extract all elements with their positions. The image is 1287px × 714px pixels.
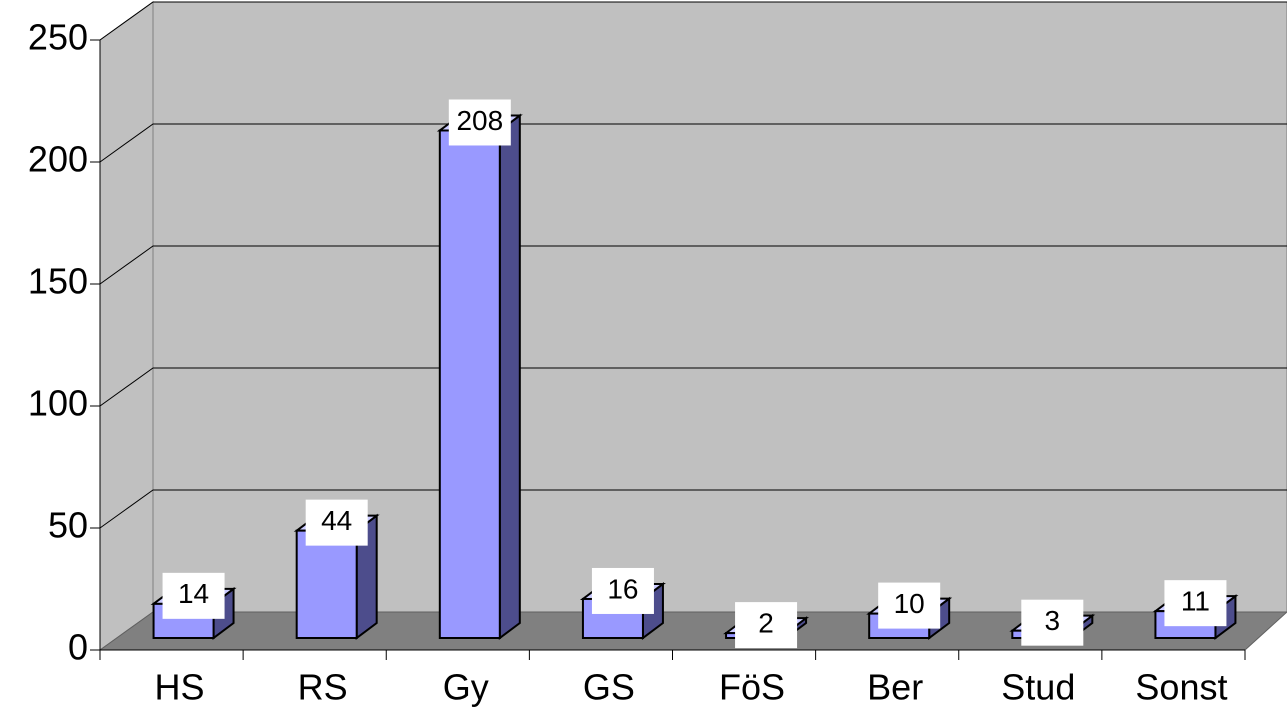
value-label-box (448, 99, 511, 146)
value-label: 16 (607, 573, 638, 604)
grid-line (99, 123, 1287, 163)
value-label-box (735, 602, 798, 649)
x-tick-label: Sonst (1135, 667, 1227, 708)
x-tick-label: HS (155, 667, 205, 708)
x-tick-label: GS (583, 667, 635, 708)
y-tick-label: 0 (68, 627, 88, 668)
bar (438, 129, 501, 639)
grid-line (99, 1, 1287, 41)
value-label: 11 (1181, 586, 1210, 617)
value-label: 14 (178, 578, 209, 609)
value-label: 3 (1045, 605, 1061, 636)
grid-line (99, 489, 1287, 529)
bar (295, 529, 358, 640)
y-tick-label: 200 (28, 139, 88, 180)
y-tick-label: 50 (48, 505, 88, 546)
grid-line (99, 245, 1287, 285)
x-tick-label: Stud (1001, 667, 1075, 708)
y-tick-label: 250 (28, 17, 88, 58)
value-label: 44 (321, 505, 352, 536)
value-label: 208 (456, 105, 503, 136)
x-tick-label: RS (298, 667, 348, 708)
bar-side (498, 113, 521, 640)
x-tick-label: Ber (867, 667, 923, 708)
value-label: 2 (758, 608, 774, 639)
value-label-box (878, 582, 941, 629)
y-tick-label: 100 (28, 383, 88, 424)
value-label: 10 (894, 588, 925, 619)
x-tick-label: FöS (719, 667, 785, 708)
value-label-box (1164, 580, 1227, 627)
value-label-box (305, 499, 368, 546)
value-label-box (1021, 599, 1084, 646)
side-wall (99, 1, 154, 651)
grid-line (99, 367, 1287, 407)
value-label-box (591, 567, 654, 614)
y-tick-label: 150 (28, 261, 88, 302)
value-label-box (162, 572, 225, 619)
x-tick-label: Gy (443, 667, 489, 708)
floor (98, 611, 1287, 651)
